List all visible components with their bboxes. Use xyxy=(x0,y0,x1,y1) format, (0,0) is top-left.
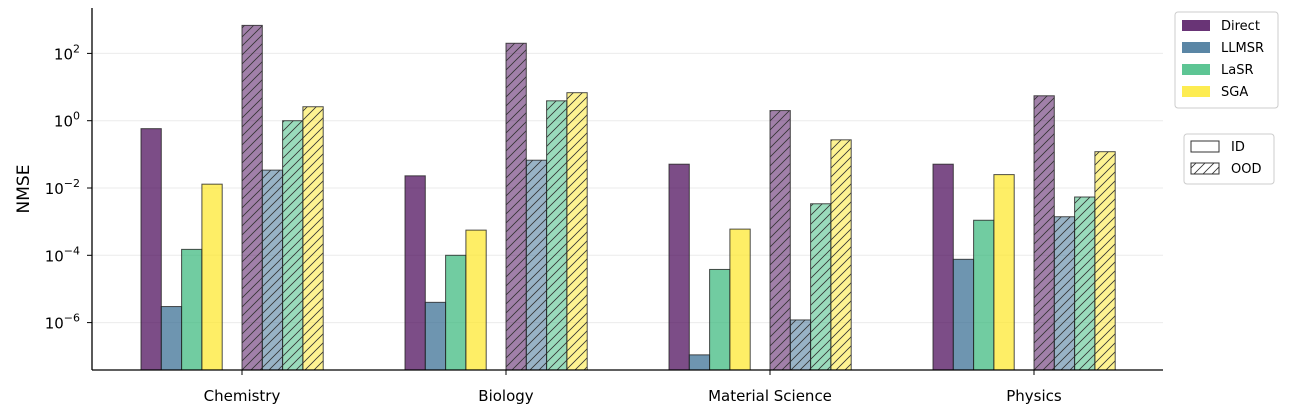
legend-label: ID xyxy=(1231,140,1245,155)
bar-direct-id-material-science xyxy=(668,163,690,371)
legend-hatch xyxy=(1190,162,1220,175)
bar-lasr-id-material-science xyxy=(709,268,731,371)
legend-label: OOD xyxy=(1231,162,1261,177)
bar-llmsr-id-biology xyxy=(424,301,447,371)
axes xyxy=(91,8,1163,371)
hatch-overlay xyxy=(1054,216,1075,370)
hatch-overlay xyxy=(1094,151,1116,370)
bar-direct-id-physics xyxy=(932,163,954,371)
hatch-overlay xyxy=(282,120,303,370)
bar-llmsr-id-chemistry xyxy=(160,306,183,371)
bar-sga-id-physics xyxy=(993,174,1015,371)
bar-lasr-id-chemistry xyxy=(181,248,203,371)
hatch-overlay xyxy=(770,110,791,370)
legend-swatch xyxy=(1182,20,1210,31)
hatch-overlay xyxy=(790,319,811,370)
hatch-overlay xyxy=(566,92,588,371)
y-tick-label: 10−2 xyxy=(45,177,80,198)
legend-label: LLMSR xyxy=(1221,41,1264,56)
hatch-overlay xyxy=(262,170,283,370)
y-tick-label: 102 xyxy=(54,42,80,63)
legend-swatch xyxy=(1182,42,1210,53)
y-tick-label: 100 xyxy=(54,110,80,131)
bar-sga-id-biology xyxy=(465,229,487,371)
bars xyxy=(140,24,1116,371)
bar-sga-id-material-science xyxy=(729,228,751,371)
hatch-overlay xyxy=(242,25,263,370)
x-tick-label: Biology xyxy=(478,387,534,405)
bar-lasr-id-physics xyxy=(973,219,995,371)
legend-swatch xyxy=(1182,86,1210,97)
bar-llmsr-id-material-science xyxy=(688,354,711,371)
hatch-overlay xyxy=(526,160,547,370)
legend-label: Direct xyxy=(1221,19,1260,34)
x-tick-label: Chemistry xyxy=(204,387,281,405)
y-tick-label: 10−4 xyxy=(45,244,80,265)
hatch-overlay xyxy=(506,43,527,371)
bar-direct-id-biology xyxy=(404,175,426,371)
y-tick-label: 10−6 xyxy=(45,312,80,333)
hatch-overlay xyxy=(302,106,324,370)
hatch-overlay xyxy=(546,100,567,371)
legend-swatch xyxy=(1190,140,1220,153)
hatch-overlay xyxy=(810,203,831,370)
x-tick-label: Material Science xyxy=(708,387,832,405)
bar-lasr-id-biology xyxy=(445,254,467,371)
hatch-overlay xyxy=(1034,95,1055,370)
bar-direct-id-chemistry xyxy=(140,128,162,371)
hatch-overlay xyxy=(1074,197,1095,370)
y-axis-label: NMSE xyxy=(14,165,34,214)
x-tick-labels: Chemistry Biology Material Science Physics xyxy=(204,370,1062,405)
legend-label: LaSR xyxy=(1221,63,1254,78)
method-legend: Direct LLMSR LaSR SGA xyxy=(1174,11,1279,109)
hatch-overlay xyxy=(830,139,852,370)
split-legend: ID OOD xyxy=(1183,133,1275,185)
y-tick-labels: 102 100 10−2 10−4 10−6 xyxy=(45,42,92,333)
bar-sga-id-chemistry xyxy=(201,183,223,371)
legend-frame xyxy=(1174,11,1279,109)
x-tick-label: Physics xyxy=(1006,387,1062,405)
legend-label: SGA xyxy=(1221,85,1248,100)
bar-llmsr-id-physics xyxy=(952,258,975,371)
legend-swatch xyxy=(1182,64,1210,75)
